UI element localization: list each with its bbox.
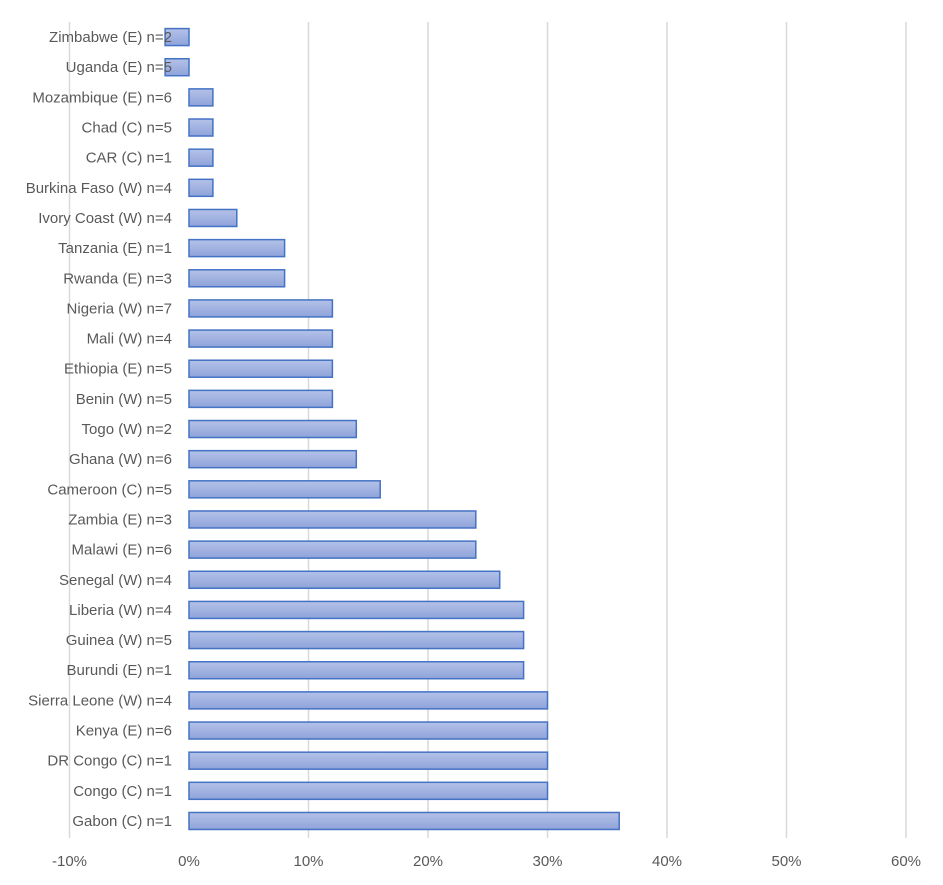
- x-tick-label: 50%: [771, 853, 801, 870]
- category-label: Gabon (C) n=1: [72, 813, 172, 830]
- bar: [188, 238, 286, 258]
- category-label: Guinea (W) n=5: [66, 632, 172, 649]
- category-label: Chad (C) n=5: [82, 120, 172, 137]
- category-label: Ghana (W) n=6: [69, 451, 172, 468]
- bar: [188, 691, 549, 710]
- bar: [188, 721, 549, 740]
- bar: [164, 57, 190, 77]
- bar: [188, 811, 620, 831]
- bar: [164, 27, 190, 47]
- category-label: Malawi (E) n=6: [72, 542, 172, 559]
- bar: [188, 781, 549, 801]
- bar: [188, 540, 477, 559]
- bar: [188, 480, 381, 499]
- x-tick-label: 10%: [293, 853, 323, 870]
- bar: [188, 88, 214, 107]
- category-label: CAR (C) n=1: [86, 150, 172, 167]
- x-axis-tick-labels: -10% 0% 10% 20% 30% 40% 50% 60%: [52, 853, 921, 870]
- category-label: Burundi (E) n=1: [67, 662, 172, 679]
- category-label: Zambia (E) n=3: [68, 511, 172, 528]
- bar: [188, 570, 501, 590]
- bar: [188, 208, 238, 228]
- bar: [188, 449, 358, 469]
- bar: [188, 329, 334, 348]
- bar: [188, 118, 214, 137]
- category-label: Ivory Coast (W) n=4: [38, 210, 172, 227]
- x-tick-label: 40%: [652, 853, 682, 870]
- category-label: Sierra Leone (W) n=4: [28, 692, 172, 709]
- bar: [188, 419, 358, 439]
- gridlines: [68, 22, 907, 838]
- category-label: Nigeria (W) n=7: [67, 300, 172, 317]
- x-tick-label: 0%: [178, 853, 200, 870]
- category-label: Ethiopia (E) n=5: [64, 361, 172, 378]
- bar: [188, 660, 525, 680]
- x-tick-label: 30%: [532, 853, 562, 870]
- category-label: Togo (W) n=2: [82, 421, 172, 438]
- bar: [188, 751, 549, 770]
- category-label: Burkina Faso (W) n=4: [26, 180, 172, 197]
- bar: [188, 389, 334, 409]
- category-label: Mozambique (E) n=6: [32, 89, 172, 106]
- category-label: DR Congo (C) n=1: [47, 753, 172, 770]
- category-label: Tanzania (E) n=1: [58, 240, 172, 257]
- category-labels: Zimbabwe (E) n=2 Uganda (E) n=5 Mozambique…: [26, 29, 172, 830]
- category-label: Uganda (E) n=5: [66, 59, 172, 76]
- x-tick-label: -10%: [52, 853, 87, 870]
- bar: [188, 600, 525, 620]
- bar: [188, 510, 477, 529]
- category-label: Liberia (W) n=4: [69, 602, 172, 619]
- bar: [188, 178, 214, 198]
- category-label: Zimbabwe (E) n=2: [49, 29, 172, 46]
- category-label: Mali (W) n=4: [87, 331, 172, 348]
- bar: [188, 630, 525, 650]
- bar: [188, 299, 334, 318]
- category-label: Cameroon (C) n=5: [47, 481, 172, 498]
- category-label: Kenya (E) n=6: [76, 723, 172, 740]
- category-label: Congo (C) n=1: [73, 783, 172, 800]
- x-tick-label: 20%: [413, 853, 443, 870]
- category-label: Benin (W) n=5: [76, 391, 172, 408]
- bar: [188, 269, 286, 288]
- bar: [188, 359, 334, 378]
- bars: [164, 27, 620, 831]
- bar: [188, 148, 214, 167]
- category-label: Rwanda (E) n=3: [63, 270, 172, 287]
- x-tick-label: 60%: [891, 853, 921, 870]
- category-label: Senegal (W) n=4: [59, 572, 172, 589]
